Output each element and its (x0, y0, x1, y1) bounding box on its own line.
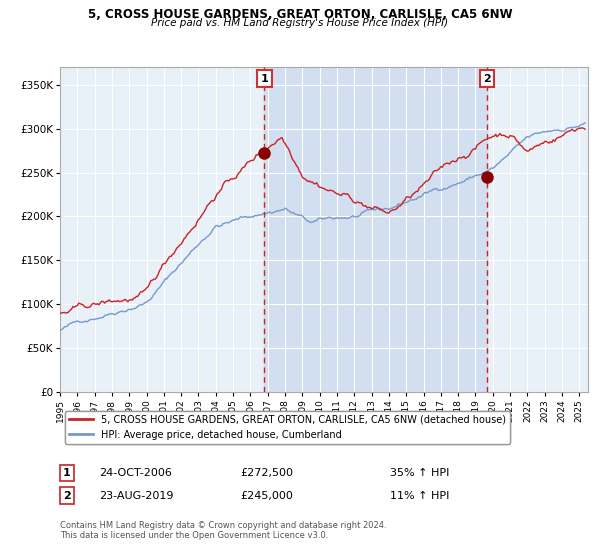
Text: 5, CROSS HOUSE GARDENS, GREAT ORTON, CARLISLE, CA5 6NW: 5, CROSS HOUSE GARDENS, GREAT ORTON, CAR… (88, 8, 512, 21)
Text: 23-AUG-2019: 23-AUG-2019 (99, 491, 173, 501)
Text: £245,000: £245,000 (240, 491, 293, 501)
Text: Contains HM Land Registry data © Crown copyright and database right 2024.
This d: Contains HM Land Registry data © Crown c… (60, 521, 386, 540)
Text: £272,500: £272,500 (240, 468, 293, 478)
Text: 24-OCT-2006: 24-OCT-2006 (99, 468, 172, 478)
Legend: 5, CROSS HOUSE GARDENS, GREAT ORTON, CARLISLE, CA5 6NW (detached house), HPI: Av: 5, CROSS HOUSE GARDENS, GREAT ORTON, CAR… (65, 411, 510, 444)
Text: 1: 1 (260, 73, 268, 83)
Text: 35% ↑ HPI: 35% ↑ HPI (390, 468, 449, 478)
Bar (265, 67, 487, 392)
Text: 1: 1 (63, 468, 71, 478)
Text: 2: 2 (63, 491, 71, 501)
Text: 2: 2 (483, 73, 491, 83)
Text: Price paid vs. HM Land Registry's House Price Index (HPI): Price paid vs. HM Land Registry's House … (151, 18, 449, 29)
Text: 11% ↑ HPI: 11% ↑ HPI (390, 491, 449, 501)
